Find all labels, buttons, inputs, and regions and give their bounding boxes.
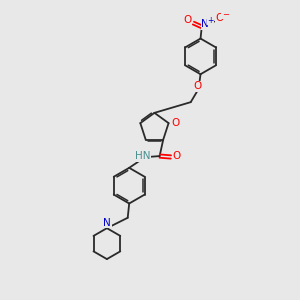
Text: −: −: [222, 10, 229, 19]
Text: +: +: [207, 16, 214, 25]
Text: O: O: [194, 81, 202, 91]
Text: N: N: [201, 19, 209, 29]
Text: O: O: [184, 14, 192, 25]
Text: O: O: [215, 13, 224, 23]
Text: O: O: [172, 152, 180, 161]
Text: HN: HN: [135, 152, 150, 161]
Text: N: N: [103, 218, 111, 228]
Text: O: O: [171, 118, 179, 128]
